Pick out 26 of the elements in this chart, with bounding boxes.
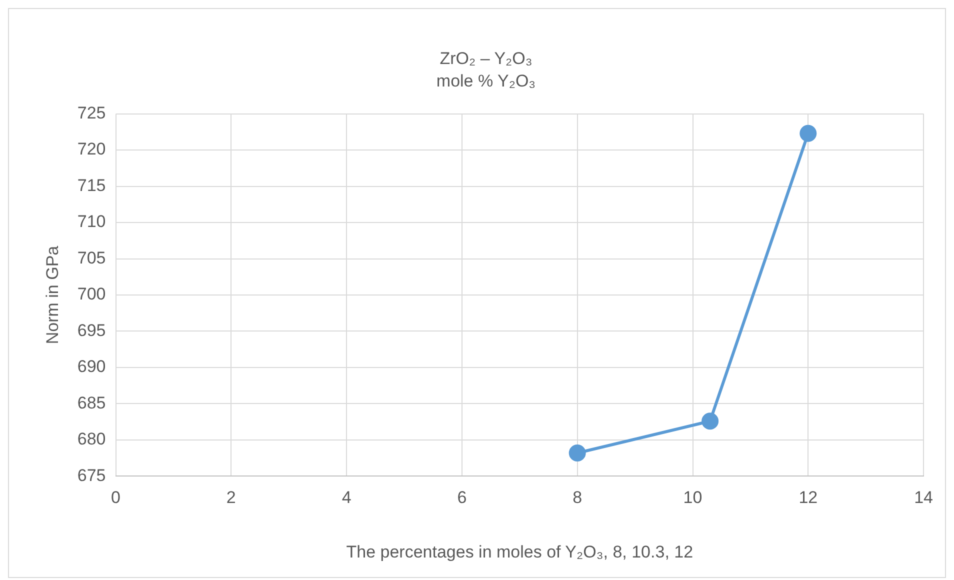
point — [568, 444, 586, 462]
y-tick-label: 690 — [77, 357, 106, 376]
y-tick-label: 710 — [77, 212, 106, 232]
x-tick-label: 0 — [111, 488, 120, 508]
y-tick-label: 720 — [77, 140, 106, 159]
x-tick-label: 6 — [457, 488, 467, 508]
y-tick-label: 725 — [77, 103, 106, 122]
y-tick-label: 700 — [77, 284, 106, 304]
y-tick-label: 715 — [77, 176, 106, 195]
y-tick-label: 685 — [77, 393, 106, 412]
x-tick-label: 2 — [226, 488, 236, 508]
x-tick-label: 4 — [342, 488, 352, 508]
chart-subtitle: mole % Y₂O₃ — [436, 71, 536, 90]
x-axis-title: The percentages in moles of Y₂O₃, 8, 10.3, 12 — [346, 542, 694, 562]
y-axis-title: Norm in GPa — [42, 245, 62, 344]
point — [800, 124, 817, 142]
point — [702, 412, 719, 430]
y-tick-label: 695 — [77, 320, 106, 340]
x-tick-label: 14 — [914, 488, 934, 508]
y-tick-label: 675 — [77, 466, 106, 485]
x-tick-label: 10 — [683, 488, 702, 508]
x-tick-label: 8 — [572, 488, 582, 508]
y-tick-label: 705 — [77, 248, 106, 268]
y-tick-label: 680 — [77, 430, 106, 449]
x-tick-label: 12 — [798, 488, 818, 508]
chart-title: ZrO₂ – Y₂O₃ — [440, 48, 532, 68]
